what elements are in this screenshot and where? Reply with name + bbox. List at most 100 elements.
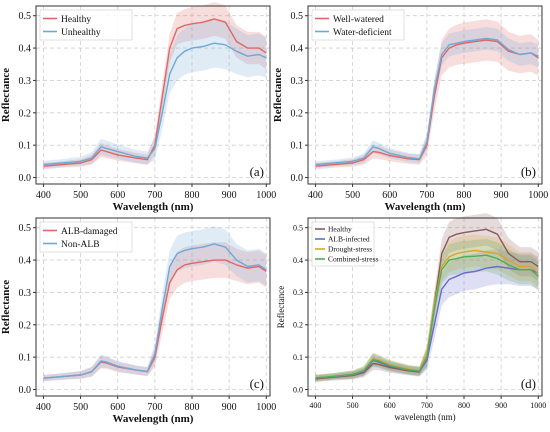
y-tick-label: 0.5 xyxy=(291,11,304,22)
series-line-2 xyxy=(315,37,539,166)
x-tick-label: 600 xyxy=(384,401,396,410)
panel-label: (c) xyxy=(250,376,264,391)
legend-label: Combined-stress xyxy=(328,255,378,264)
legend: Well-watered Water-deficient xyxy=(311,9,405,41)
panel-label: (b) xyxy=(521,164,536,179)
y-tick-label: 0.0 xyxy=(19,385,32,396)
legend-label: Well-watered xyxy=(333,15,384,25)
x-tick-label: 600 xyxy=(110,190,125,201)
legend-box xyxy=(39,9,133,41)
x-tick-label: 800 xyxy=(458,401,470,410)
x-tick-label: 400 xyxy=(309,401,321,410)
panel-label: (a) xyxy=(250,164,264,179)
x-tick-label: 1000 xyxy=(530,401,546,410)
x-tick-label: 700 xyxy=(419,190,434,201)
series-band-1 xyxy=(43,242,267,382)
y-tick-label: 0.5 xyxy=(19,223,32,234)
x-tick-label: 600 xyxy=(382,190,397,201)
y-tick-label: 0.2 xyxy=(19,108,32,119)
y-tick-label: 0.2 xyxy=(293,321,303,330)
legend: HealthyALB-infectedDrought-stressCombine… xyxy=(311,221,378,267)
y-tick-label: 0.3 xyxy=(19,76,32,87)
y-tick-label: 0.0 xyxy=(19,173,32,184)
series-line-2 xyxy=(43,243,267,379)
y-tick-label: 0.4 xyxy=(293,256,303,265)
series-band-1 xyxy=(315,213,539,383)
series-band-2 xyxy=(315,248,539,382)
x-tick-label: 900 xyxy=(222,402,237,413)
chart-panel-a: 400 500 600 700 800 900 1000 0.0 0.1 0.2 0.3 0.4 0.5… xyxy=(0,2,276,213)
x-tick-label: 800 xyxy=(185,190,200,201)
axes-frame xyxy=(307,217,543,397)
x-tick-label: 400 xyxy=(36,402,51,413)
axes-frame xyxy=(307,5,543,185)
series-line-4 xyxy=(315,254,539,379)
y-tick-label: 0.5 xyxy=(293,224,303,233)
x-tick-label: 500 xyxy=(345,190,360,201)
axes-frame xyxy=(35,5,271,185)
x-axis-label: wavelength (nm) xyxy=(394,412,455,422)
y-tick-label: 0.3 xyxy=(293,288,303,297)
legend-label: ALB-damaged xyxy=(61,227,118,237)
legend-box xyxy=(311,9,405,41)
x-tick-label: 500 xyxy=(347,401,359,410)
x-tick-label: 800 xyxy=(457,190,472,201)
legend: Healthy Unhealthy xyxy=(39,9,133,41)
x-tick-label: 900 xyxy=(222,190,237,201)
y-axis-label: Reflectance xyxy=(272,68,284,122)
y-tick-label: 0.4 xyxy=(291,44,304,55)
chart-panel-d: 400 500 600 700 800 900 1000 0.0 0.1 0.2 0.3 0.4 0.5… xyxy=(276,213,546,422)
y-tick-label: 0.1 xyxy=(19,141,32,152)
legend-label: Healthy xyxy=(61,15,91,25)
panel-label: (d) xyxy=(521,376,536,391)
y-tick-label: 0.2 xyxy=(19,320,32,331)
y-tick-label: 0.1 xyxy=(291,141,304,152)
x-tick-label: 400 xyxy=(36,190,51,201)
x-axis-label: Wavelength (nm) xyxy=(113,201,194,213)
y-tick-label: 0.5 xyxy=(19,11,32,22)
x-tick-label: 900 xyxy=(494,190,509,201)
x-tick-label: 800 xyxy=(185,402,200,413)
series-line-1 xyxy=(315,228,539,380)
y-axis-label: Reflectance xyxy=(0,280,12,334)
x-tick-label: 700 xyxy=(147,190,162,201)
x-tick-label: 500 xyxy=(73,402,88,413)
legend-label: Drought-stress xyxy=(328,245,372,254)
x-tick-label: 700 xyxy=(147,402,162,413)
series-band-1 xyxy=(43,2,267,170)
legend-box xyxy=(39,221,133,253)
x-tick-label: 900 xyxy=(495,401,507,410)
y-axis-label: Reflectance xyxy=(0,68,12,122)
legend: ALB-damaged Non-ALB xyxy=(39,221,133,253)
y-tick-label: 0.3 xyxy=(19,288,32,299)
y-tick-label: 0.1 xyxy=(19,353,32,364)
legend-label: Healthy xyxy=(328,225,352,234)
legend-label: Water-deficient xyxy=(333,27,392,38)
x-tick-label: 1000 xyxy=(528,190,548,201)
y-tick-label: 0.4 xyxy=(19,256,32,267)
legend-label: Non-ALB xyxy=(61,240,100,250)
series-line-1 xyxy=(315,39,539,167)
y-tick-label: 0.4 xyxy=(19,44,32,55)
y-tick-label: 0.2 xyxy=(291,108,304,119)
legend-label: ALB-infected xyxy=(328,235,370,244)
y-axis-label: Reflectance xyxy=(276,286,286,328)
axes-frame xyxy=(35,217,271,397)
series-line-1 xyxy=(43,18,267,167)
series-band-2 xyxy=(43,18,267,169)
x-tick-label: 400 xyxy=(308,190,323,201)
chart-panel-c: 400 500 600 700 800 900 1000 0.0 0.1 0.2 0.3 0.4 0.5… xyxy=(0,217,276,425)
x-tick-label: 600 xyxy=(110,402,125,413)
y-tick-label: 0.1 xyxy=(293,353,303,362)
x-tick-label: 1000 xyxy=(256,402,276,413)
series-line-2 xyxy=(43,42,267,166)
x-axis-label: Wavelength (nm) xyxy=(385,201,466,213)
legend-label: Unhealthy xyxy=(61,28,101,38)
x-tick-label: 700 xyxy=(421,401,433,410)
x-axis-label: Wavelength (nm) xyxy=(113,413,194,425)
x-tick-label: 500 xyxy=(73,190,88,201)
x-tick-label: 1000 xyxy=(256,190,276,201)
y-tick-label: 0.0 xyxy=(293,385,303,394)
chart-panel-b: 400 500 600 700 800 900 1000 0.0 0.1 0.2 0.3 0.4 0.5… xyxy=(272,5,548,213)
